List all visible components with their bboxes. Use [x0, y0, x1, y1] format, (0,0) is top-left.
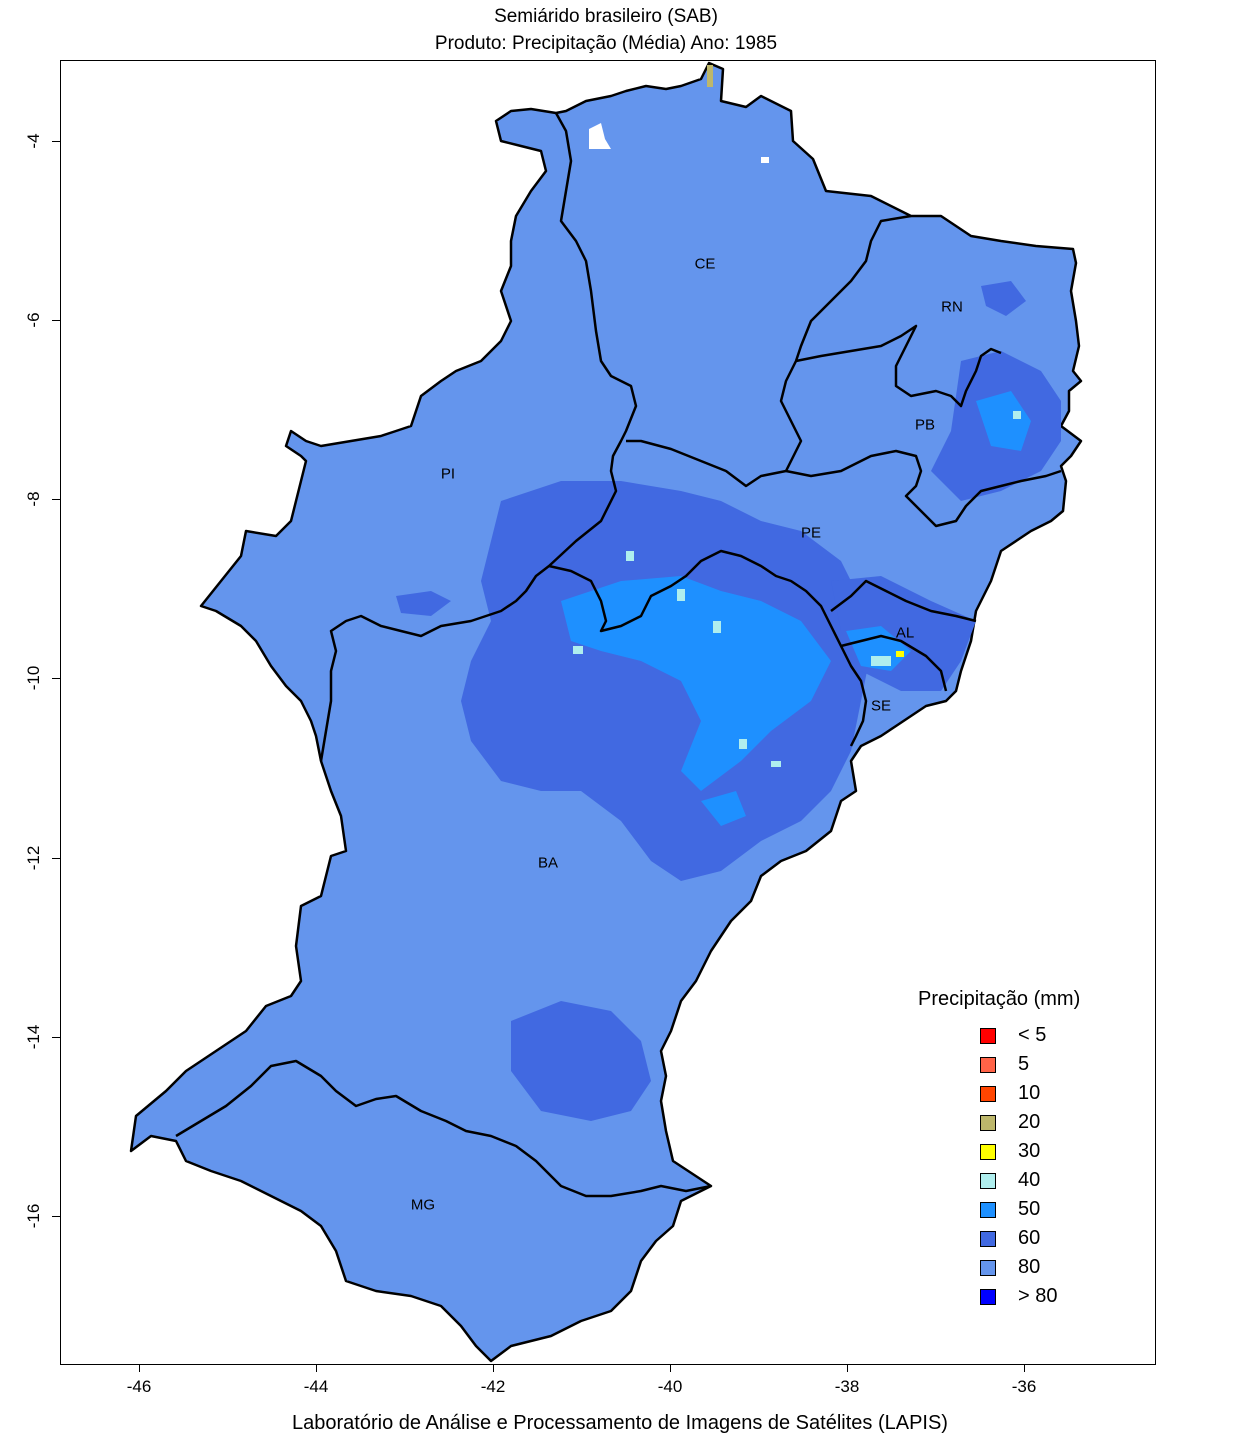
- no-data-patch: [761, 157, 769, 163]
- legend-item: 20: [918, 1111, 1138, 1141]
- legend-label: < 5: [1018, 1024, 1047, 1046]
- legend: Precipitação (mm) < 5 5 10 20 30 40 50 6…: [918, 988, 1138, 1315]
- legend-label: > 80: [1018, 1285, 1058, 1307]
- map-canvas: [129, 61, 1083, 1363]
- y-tick: [52, 678, 60, 679]
- legend-title: Precipitação (mm): [918, 988, 1081, 1010]
- legend-label: 10: [1018, 1082, 1041, 1104]
- x-tick-label: -36: [1011, 1377, 1037, 1396]
- legend-item: 80: [918, 1256, 1138, 1286]
- legend-item: 5: [918, 1053, 1138, 1083]
- state-label-se: SE: [870, 697, 892, 715]
- legend-label: 80: [1018, 1256, 1041, 1278]
- map-frame: [60, 60, 1156, 1365]
- legend-label: 50: [1018, 1198, 1041, 1220]
- legend-item: 40: [918, 1169, 1138, 1199]
- legend-swatch: [980, 1144, 996, 1160]
- x-tick: [139, 1364, 140, 1372]
- y-tick-label: -12: [24, 845, 43, 871]
- precip-40-specks: [573, 411, 1021, 767]
- map-title: Semiárido brasileiro (SAB): [494, 6, 718, 27]
- legend-item: 50: [918, 1198, 1138, 1228]
- state-label-ce: CE: [694, 255, 716, 273]
- legend-swatch: [980, 1289, 996, 1305]
- y-tick-label: -4: [24, 133, 43, 149]
- state-label-mg: MG: [410, 1196, 436, 1214]
- y-tick: [52, 141, 60, 142]
- y-tick-label: -6: [24, 312, 43, 328]
- y-tick: [52, 1216, 60, 1217]
- y-tick: [52, 499, 60, 500]
- precip-30-speck: [896, 651, 904, 657]
- legend-swatch: [980, 1115, 996, 1131]
- x-tick: [847, 1364, 848, 1372]
- x-tick: [670, 1364, 671, 1372]
- x-tick-label: -46: [126, 1377, 152, 1396]
- precip-50-patches: [561, 391, 1031, 826]
- x-tick: [316, 1364, 317, 1372]
- legend-label: 60: [1018, 1227, 1041, 1249]
- x-tick-label: -38: [834, 1377, 860, 1396]
- legend-item: 30: [918, 1140, 1138, 1170]
- x-tick-label: -44: [303, 1377, 329, 1396]
- precip-20-speck: [707, 65, 713, 87]
- legend-swatch: [980, 1173, 996, 1189]
- no-data-patch: [589, 123, 611, 149]
- precip-60-patches: [396, 281, 1061, 1121]
- legend-swatch: [980, 1086, 996, 1102]
- legend-label: 40: [1018, 1169, 1041, 1191]
- footer-credit: Laboratório de Análise e Processamento d…: [292, 1412, 948, 1434]
- state-label-pe: PE: [800, 524, 822, 542]
- legend-label: 30: [1018, 1140, 1041, 1162]
- legend-item: 10: [918, 1082, 1138, 1112]
- y-tick-label: -14: [24, 1024, 43, 1050]
- legend-swatch: [980, 1028, 996, 1044]
- y-tick: [52, 858, 60, 859]
- y-tick-label: -16: [24, 1203, 43, 1229]
- legend-item: < 5: [918, 1024, 1138, 1054]
- x-tick-label: -42: [480, 1377, 506, 1396]
- legend-label: 5: [1018, 1053, 1030, 1075]
- x-tick: [493, 1364, 494, 1372]
- legend-item: 60: [918, 1227, 1138, 1257]
- state-label-al: AL: [895, 624, 915, 642]
- y-tick: [52, 320, 60, 321]
- y-tick: [52, 1037, 60, 1038]
- legend-item: > 80: [918, 1285, 1138, 1315]
- legend-swatch: [980, 1231, 996, 1247]
- state-label-ba: BA: [537, 854, 559, 872]
- state-label-pi: PI: [440, 465, 456, 483]
- x-tick-label: -40: [657, 1377, 683, 1396]
- legend-swatch: [980, 1057, 996, 1073]
- legend-swatch: [980, 1202, 996, 1218]
- state-label-pb: PB: [914, 416, 936, 434]
- state-label-rn: RN: [941, 298, 963, 316]
- y-tick-label: -10: [24, 665, 43, 691]
- x-tick: [1024, 1364, 1025, 1372]
- state-borders: [175, 112, 1062, 1198]
- legend-swatch: [980, 1260, 996, 1276]
- legend-label: 20: [1018, 1111, 1041, 1133]
- map-subtitle: Produto: Precipitação (Média) Ano: 1985: [434, 33, 778, 54]
- y-tick-label: -8: [24, 491, 43, 507]
